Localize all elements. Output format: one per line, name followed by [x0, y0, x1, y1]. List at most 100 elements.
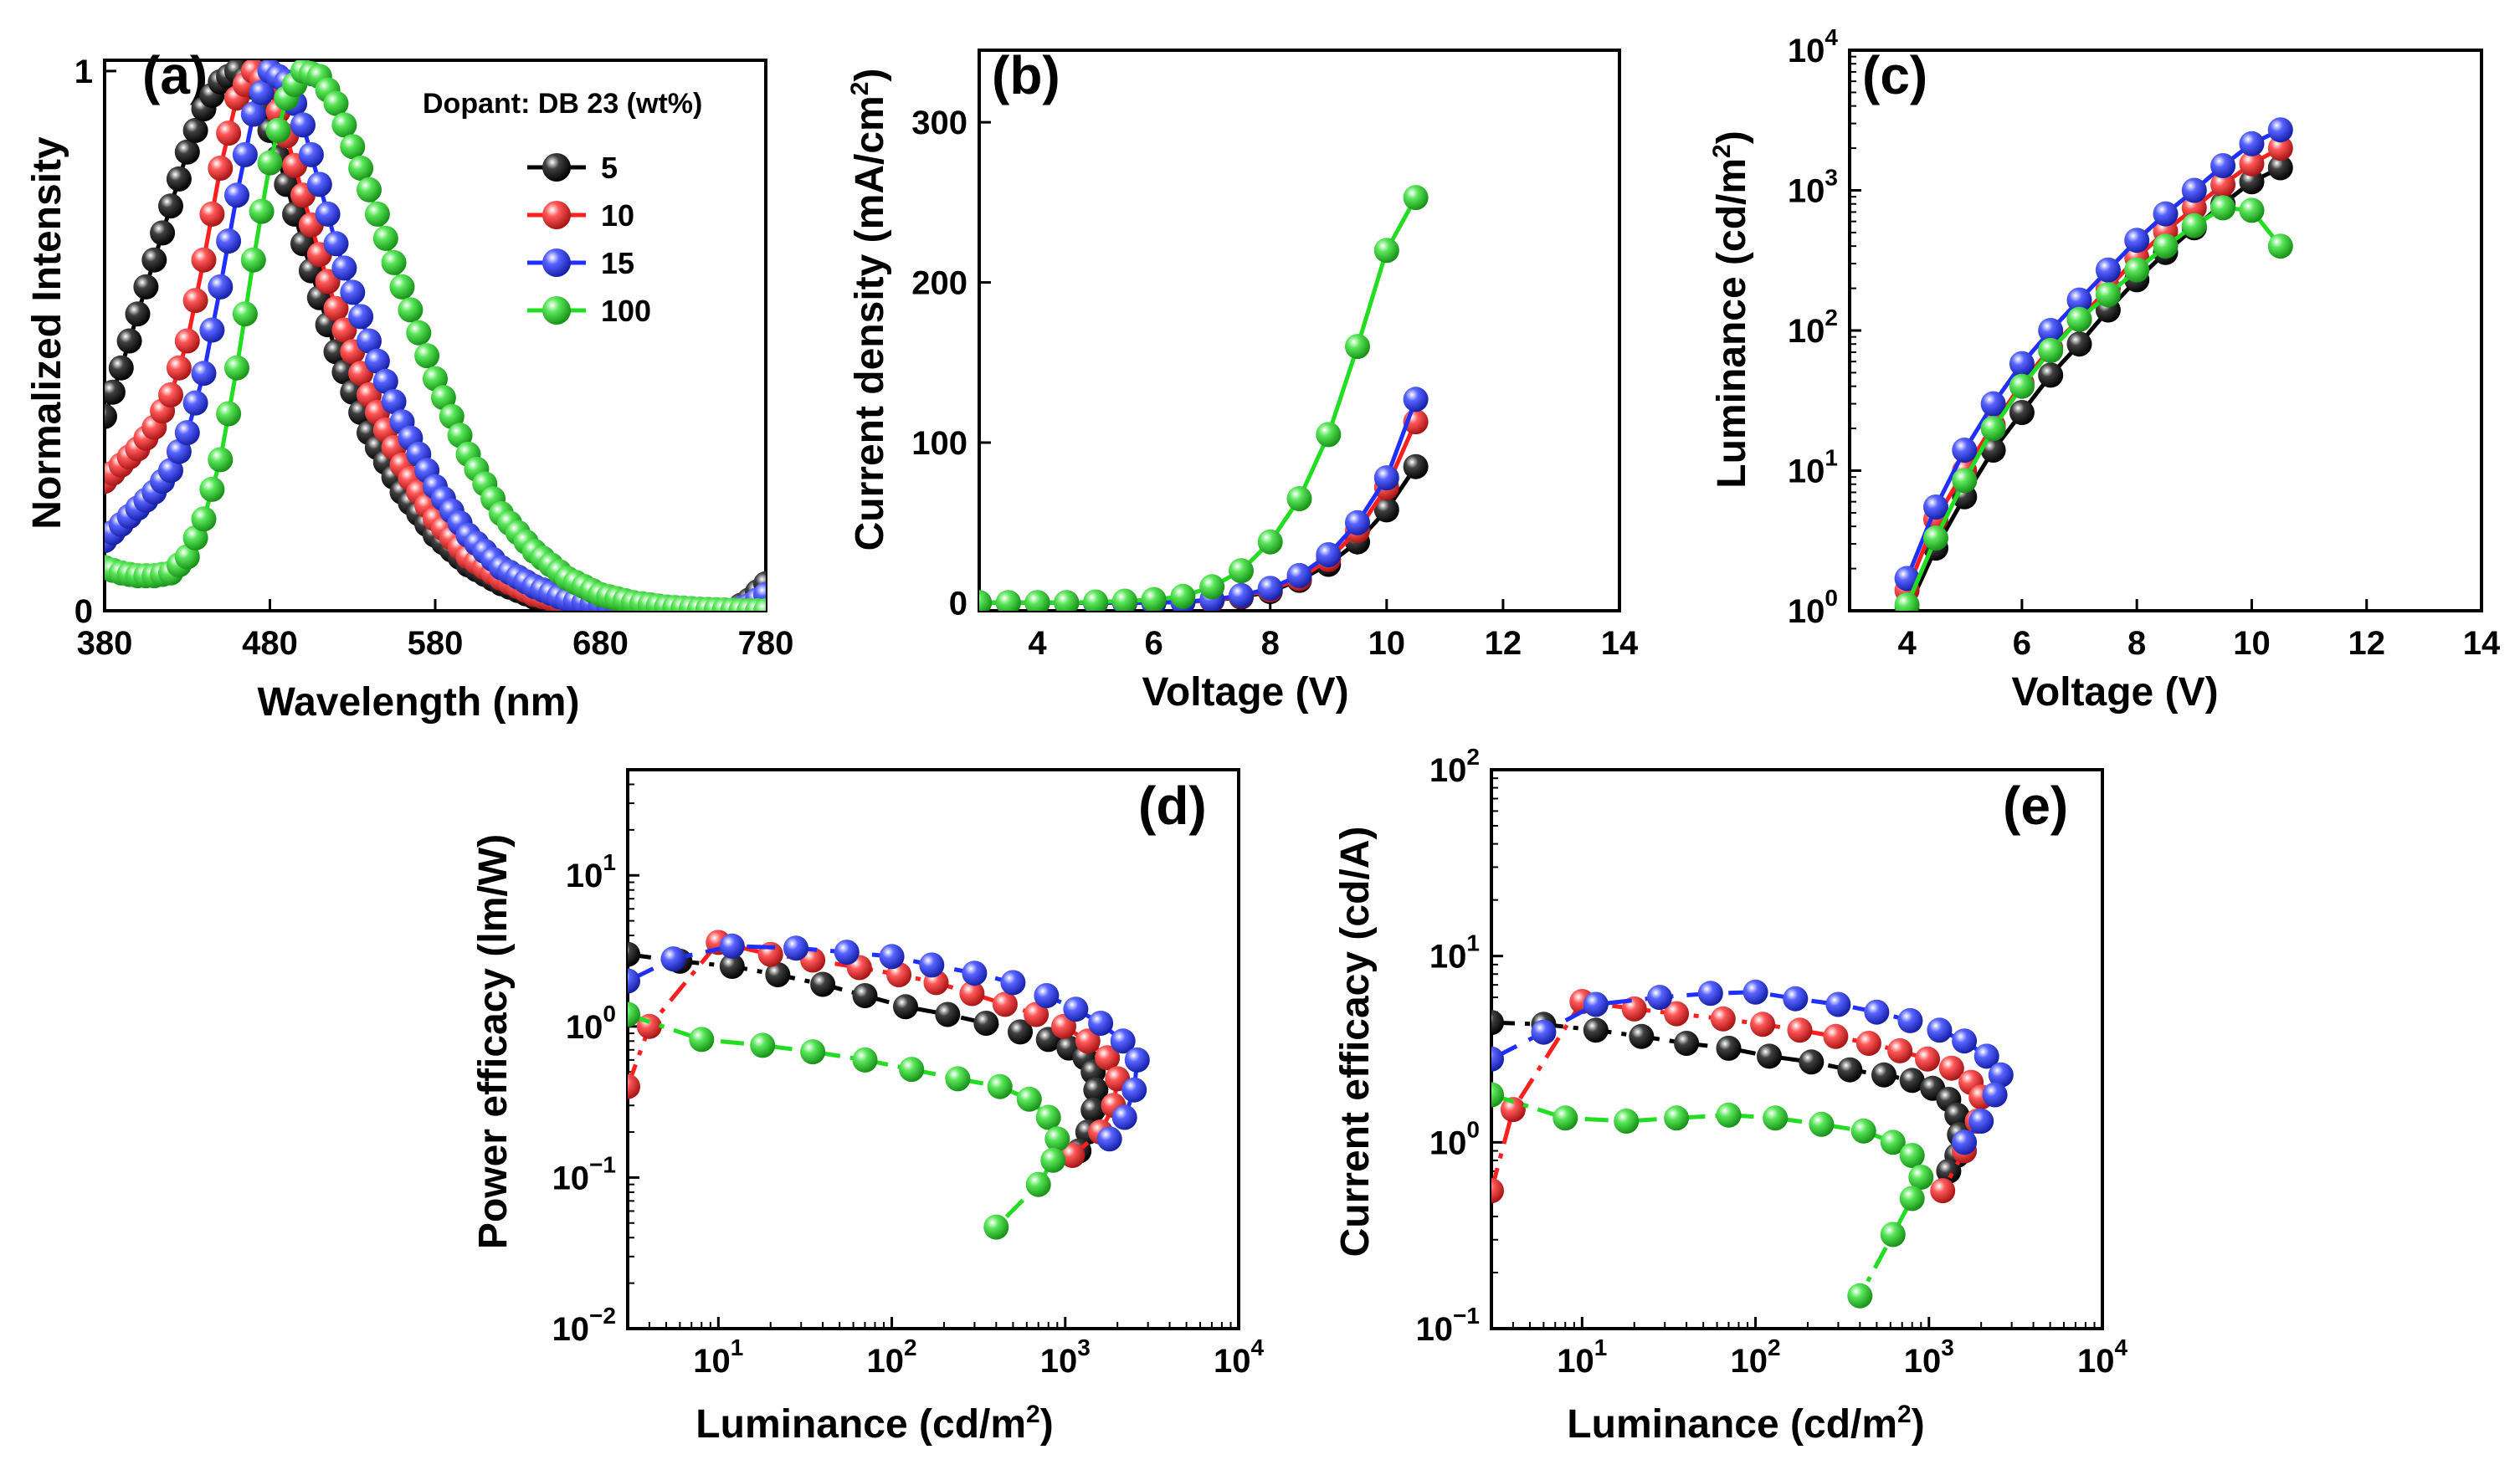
point-a-5 [108, 355, 134, 381]
point-b-15 [1403, 387, 1429, 412]
point-d-15 [1034, 983, 1060, 1008]
point-a-15 [191, 361, 217, 387]
point-c-10 [2239, 151, 2265, 177]
series-group-a [105, 60, 766, 611]
point-b-100 [1141, 587, 1167, 611]
x-tick-label-d-3: 104 [1214, 1334, 1265, 1380]
series-group-d [628, 930, 1150, 1240]
x-axis-label-e: Luminance (cd/m2) [1567, 1401, 1924, 1447]
point-a-15 [357, 328, 382, 354]
point-a-100 [216, 401, 242, 427]
series-markers-d-15 [628, 933, 1150, 1152]
point-c-15 [2210, 153, 2236, 178]
point-a-100 [753, 598, 766, 611]
point-a-100 [232, 301, 258, 327]
point-c-100 [2124, 257, 2150, 283]
point-a-15 [315, 201, 341, 227]
point-d-10 [1060, 1143, 1085, 1168]
point-a-15 [174, 420, 200, 446]
y-tick-label-b-3: 300 [911, 105, 967, 141]
point-d-15 [719, 933, 745, 959]
y-axis-label-d: Power efficacy (lm/W) [471, 834, 516, 1249]
point-a-10 [315, 269, 341, 295]
y-tick-label-e-0: 10−1 [1416, 1303, 1480, 1348]
y-tick-label-d-1: 10−1 [552, 1151, 616, 1196]
panel-label-a: (a) [142, 45, 208, 105]
x-tick-label-a-0: 380 [77, 625, 133, 662]
point-a-100 [348, 156, 374, 181]
x-tick-label-e-1: 102 [1731, 1334, 1781, 1380]
point-b-100 [1199, 574, 1225, 600]
point-e-15 [1742, 979, 1768, 1005]
point-a-15 [208, 274, 234, 300]
point-b-5 [1403, 453, 1429, 479]
series-group-c [1894, 117, 2293, 611]
point-c-10 [2210, 172, 2236, 197]
point-c-5 [2267, 155, 2293, 181]
point-b-100 [979, 590, 992, 611]
point-e-5 [1716, 1035, 1742, 1061]
panel-label-d: (d) [1138, 776, 1207, 836]
point-e-5 [1491, 1010, 1504, 1036]
point-a-15 [340, 279, 366, 305]
point-d-5 [973, 1011, 999, 1036]
axes-frame-e [1490, 768, 2104, 1330]
point-a-5 [141, 247, 167, 273]
point-a-10 [191, 247, 217, 273]
point-d-15 [879, 944, 905, 970]
point-a-15 [158, 458, 183, 484]
point-a-100 [414, 343, 440, 369]
point-d-5 [852, 983, 878, 1008]
point-d-100 [1025, 1171, 1051, 1197]
panel-label-c: (c) [1862, 45, 1927, 105]
point-e-10 [1500, 1097, 1526, 1123]
x-tick-label-b-0: 4 [1028, 625, 1047, 662]
point-e-5 [1944, 1102, 1970, 1128]
point-e-100 [1908, 1165, 1934, 1190]
legend-label-5: 5 [601, 151, 618, 185]
point-c-100 [2038, 337, 2064, 363]
point-a-5 [174, 139, 200, 165]
point-d-15 [628, 968, 640, 994]
x-tick-label-c-4: 12 [2348, 625, 2385, 662]
point-d-15 [660, 946, 686, 972]
point-b-100 [1054, 590, 1080, 611]
point-e-10 [1664, 1001, 1690, 1027]
point-d-15 [1088, 1011, 1114, 1036]
y-tick-label-b-0: 0 [949, 585, 967, 622]
point-d-100 [1016, 1086, 1042, 1112]
point-b-100 [1373, 238, 1399, 264]
point-a-15 [232, 141, 258, 167]
point-c-5 [2066, 331, 2092, 357]
series-markers-b-15 [979, 387, 1429, 611]
point-d-100 [800, 1039, 826, 1065]
point-d-100 [1035, 1104, 1061, 1130]
panel-c-luminance-voltage: (c) Voltage (V) Luminance (cd/m2) 4 6 8 10 1… [1708, 24, 2501, 715]
series-line-b-15 [979, 398, 1418, 605]
point-a-15 [306, 172, 332, 197]
point-e-10 [1750, 1012, 1776, 1037]
point-d-100 [628, 1001, 640, 1027]
point-e-15 [1697, 981, 1723, 1007]
x-tick-label-c-1: 6 [2013, 625, 2031, 662]
point-b-15 [1257, 576, 1283, 602]
x-tick-label-a-4: 780 [738, 625, 794, 662]
point-d-15 [962, 960, 988, 986]
x-tick-label-a-2: 580 [408, 625, 464, 662]
point-a-100 [191, 506, 217, 532]
point-e-10 [1915, 1046, 1940, 1072]
point-e-15 [1864, 999, 1890, 1025]
point-d-15 [1063, 996, 1089, 1022]
point-c-100 [2009, 373, 2035, 399]
y-tick-label-d-0: 10−2 [552, 1303, 616, 1348]
point-c-5 [2009, 400, 2035, 425]
series-markers-b-100 [979, 185, 1429, 611]
x-tick-label-b-1: 6 [1145, 625, 1163, 662]
series-line-b-10 [979, 421, 1418, 605]
point-c-100 [1894, 592, 1920, 611]
x-tick-label-d-0: 101 [693, 1334, 743, 1380]
point-a-15 [348, 304, 374, 330]
point-e-15 [1968, 1109, 1994, 1134]
point-e-5 [1583, 1017, 1609, 1043]
